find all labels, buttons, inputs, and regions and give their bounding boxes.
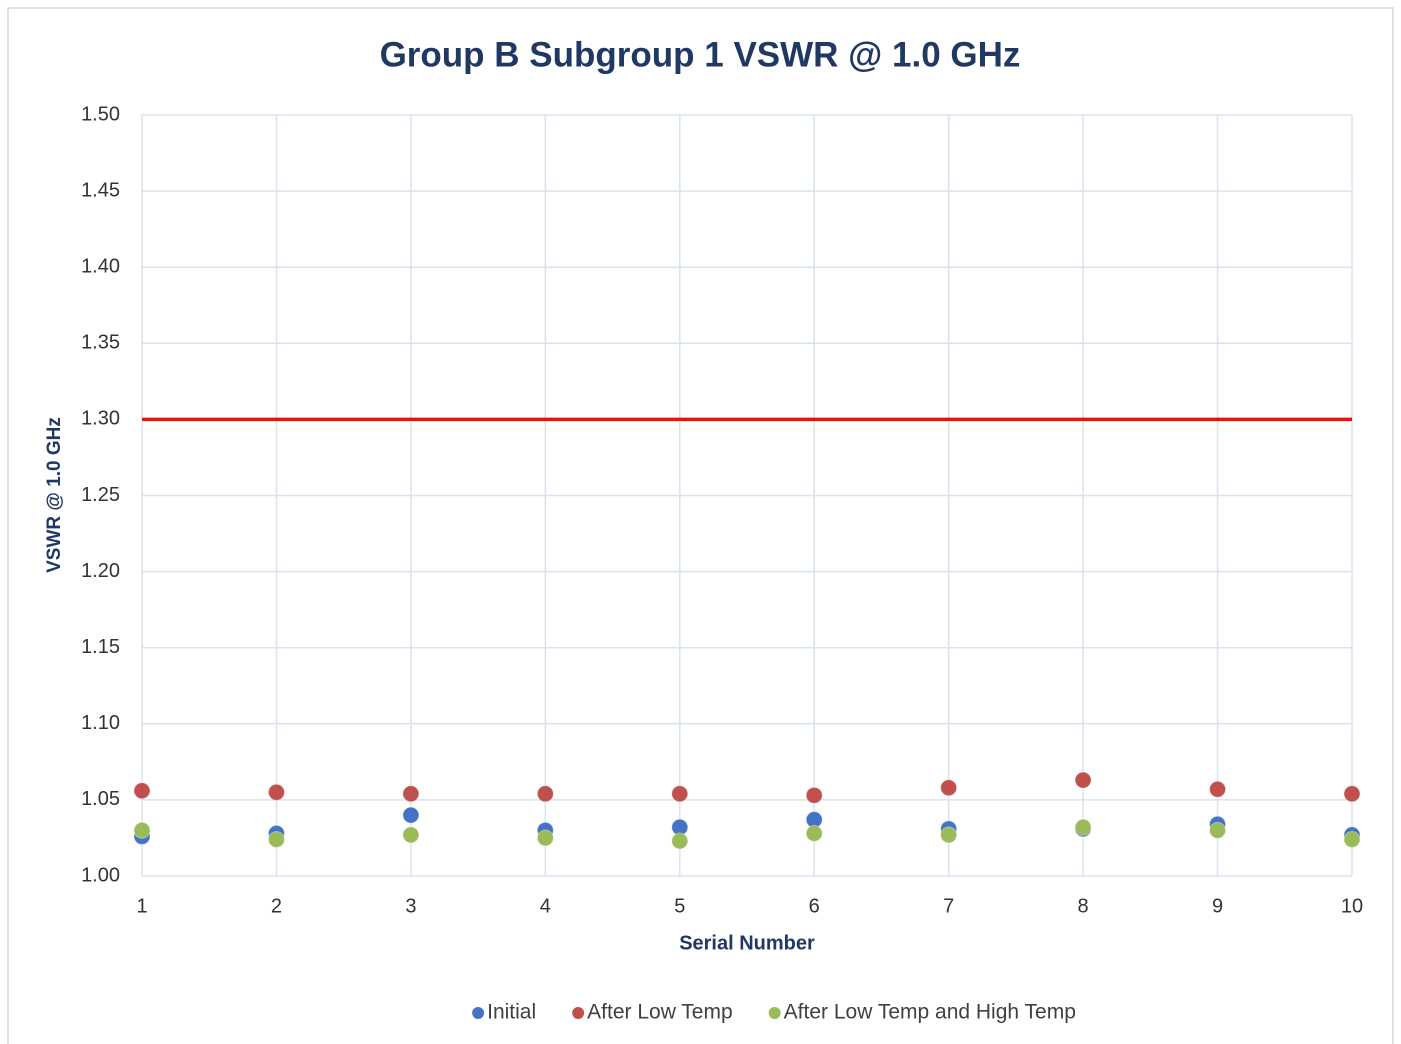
point: [536, 829, 554, 847]
x-tick-label: 9: [1212, 895, 1223, 917]
y-tick-label: 1.45: [81, 179, 120, 201]
x-tick-label: 4: [540, 895, 551, 917]
y-tick-label: 1.35: [81, 332, 120, 354]
point: [1074, 818, 1092, 836]
point: [805, 824, 823, 842]
y-axis-label: VSWR @ 1.0 GHz: [44, 417, 65, 573]
y-tick-label: 1.25: [81, 484, 120, 506]
point: [267, 830, 285, 848]
chart-border: [7, 7, 1394, 1044]
point: [402, 806, 420, 824]
point: [133, 821, 151, 839]
point: [671, 832, 689, 850]
point: [1343, 830, 1361, 848]
point: [536, 785, 554, 803]
y-tick-label: 1.10: [81, 712, 120, 734]
y-tick-label: 1.15: [81, 636, 120, 658]
point: [1074, 771, 1092, 789]
legend-label: After Low Temp and High Temp: [784, 1001, 1076, 1024]
x-tick-label: 1: [136, 895, 147, 917]
x-tick-label: 7: [943, 895, 954, 917]
point: [671, 785, 689, 803]
point: [1209, 780, 1227, 798]
legend-marker: [768, 1007, 781, 1019]
point: [402, 785, 420, 803]
x-axis-label: Serial Number: [679, 932, 815, 954]
point: [805, 786, 823, 804]
x-tick-label: 10: [1341, 895, 1363, 917]
point: [267, 783, 285, 801]
legend-label: Initial: [487, 1001, 536, 1024]
chart-title: Group B Subgroup 1 VSWR @ 1.0 GHz: [380, 35, 1021, 74]
legend-label: After Low Temp: [587, 1001, 733, 1024]
x-tick-label: 5: [674, 895, 685, 917]
y-tick-label: 1.20: [81, 560, 120, 582]
legend: Initial After Low Temp After Low Temp and …: [472, 1001, 1076, 1024]
legend-marker: [572, 1007, 585, 1019]
point: [1209, 821, 1227, 839]
point: [940, 826, 958, 844]
x-tick-label: 6: [809, 895, 820, 917]
y-tick-label: 1.05: [81, 788, 120, 810]
point: [133, 782, 151, 800]
x-tick-label: 8: [1078, 895, 1089, 917]
legend-marker: [472, 1007, 485, 1019]
y-tick-label: 1.50: [81, 103, 120, 125]
x-tick-label: 2: [271, 895, 282, 917]
y-tick-label: 1.30: [81, 408, 120, 430]
y-tick-label: 1.40: [81, 255, 120, 277]
y-tick-label: 1.00: [81, 864, 120, 886]
point: [940, 779, 958, 797]
x-tick-label: 3: [405, 895, 416, 917]
point: [402, 826, 420, 844]
point: [1343, 785, 1361, 803]
